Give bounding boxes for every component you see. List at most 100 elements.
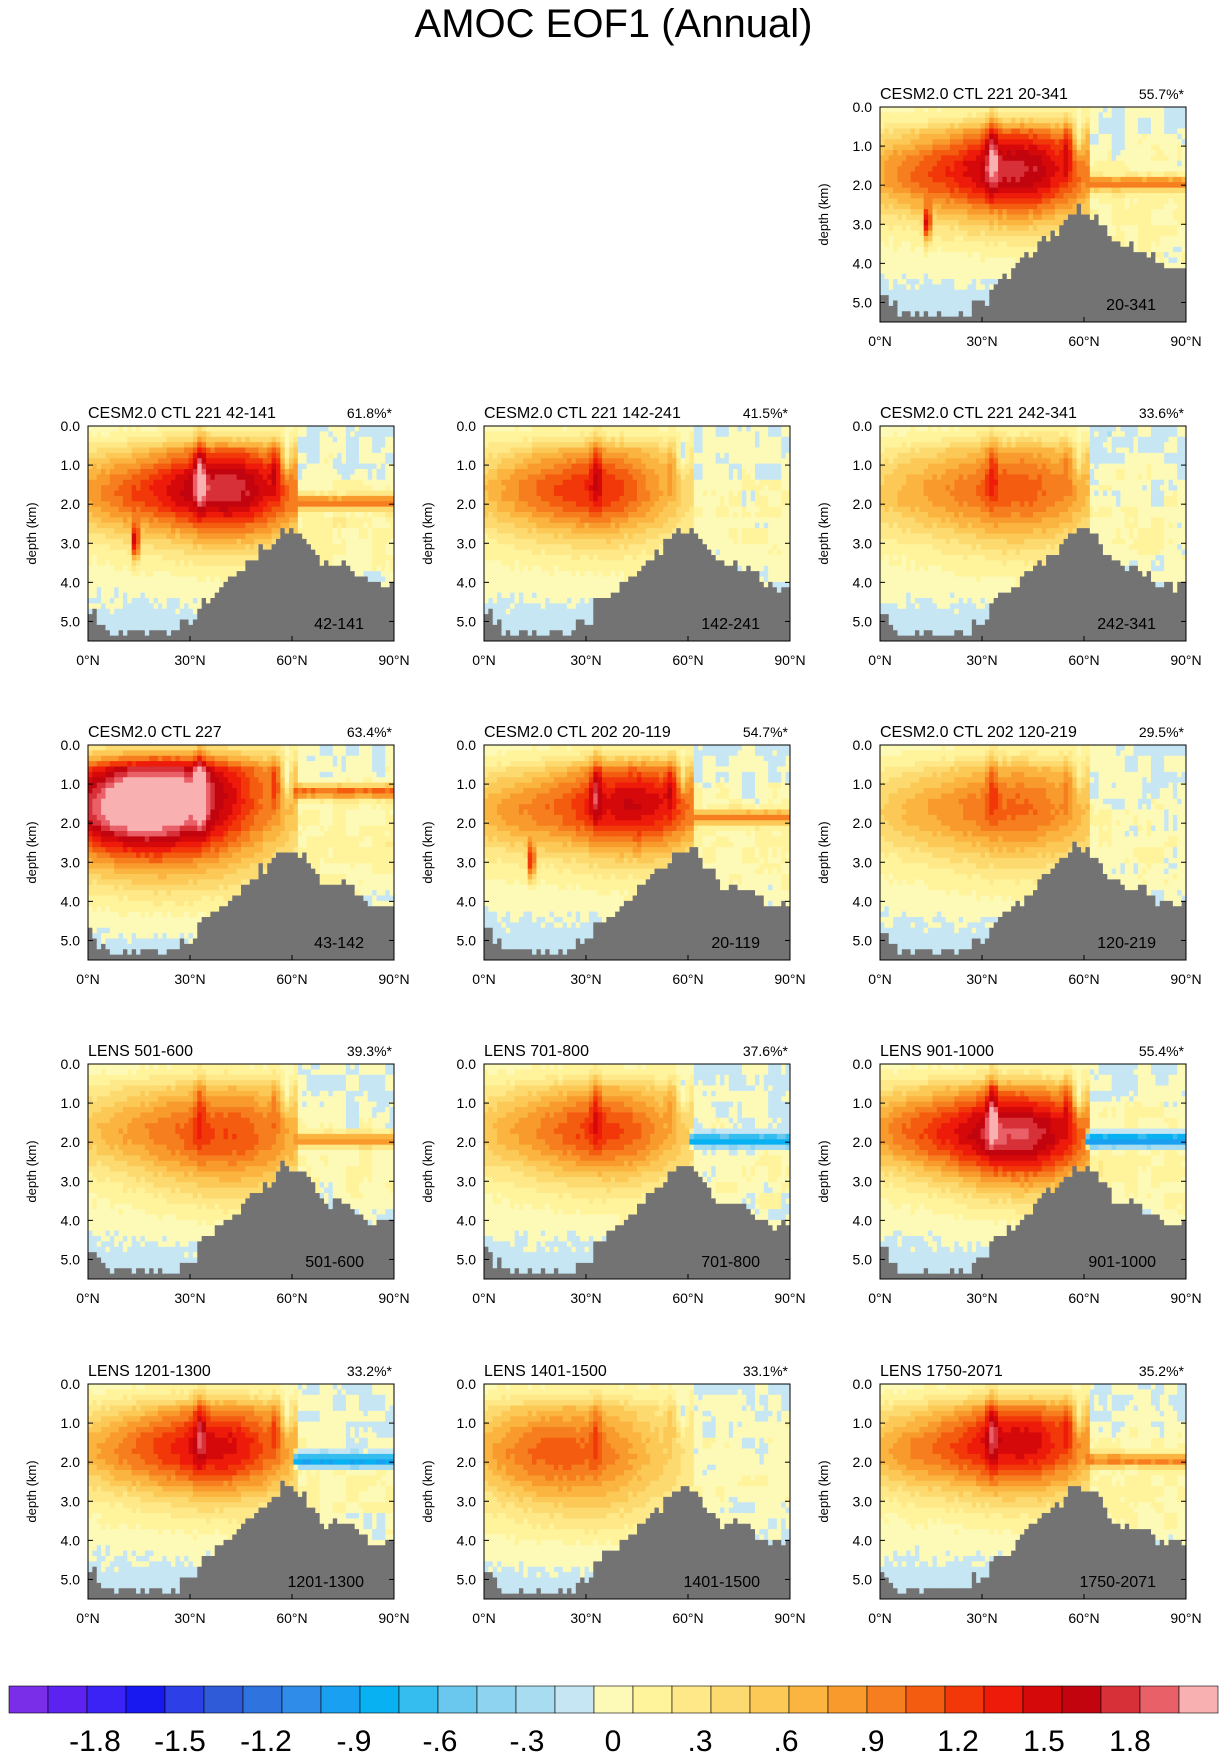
- colorbar-bin: [1139, 1685, 1180, 1714]
- variance-label: 55.4%*: [1139, 1043, 1185, 1059]
- panel-title: LENS 501-600: [88, 1043, 193, 1060]
- variance-label: 61.8%*: [347, 405, 393, 421]
- colorbar-label: -1.5: [154, 1725, 206, 1758]
- contour-field: [88, 426, 394, 641]
- variance-label: 39.3%*: [347, 1043, 393, 1059]
- colorbar-bin: [866, 1685, 907, 1714]
- x-tick-label: 0°N: [76, 1290, 100, 1306]
- y-tick-label: 4.0: [457, 893, 477, 909]
- plot-frame: [879, 744, 1187, 961]
- y-tick-label: 3.0: [61, 1173, 81, 1189]
- x-tick-label: 30°N: [570, 1290, 601, 1306]
- colorbar-bin: [203, 1685, 244, 1714]
- y-tick-label: 5.0: [853, 294, 873, 310]
- contour-field: [88, 1384, 394, 1599]
- x-tick-label: 30°N: [966, 333, 997, 349]
- x-tick-label: 60°N: [672, 1290, 703, 1306]
- y-tick-label: 0.0: [853, 737, 873, 753]
- colorbar-bin: [1100, 1685, 1141, 1714]
- y-tick-label: 4.0: [853, 893, 873, 909]
- colorbar-bin: [710, 1685, 751, 1714]
- colorbar-label: 0: [605, 1725, 622, 1758]
- figure-title: AMOC EOF1 (Annual): [0, 2, 1227, 47]
- colorbar-label: 1.5: [1023, 1725, 1065, 1758]
- x-tick-label: 90°N: [378, 652, 409, 668]
- x-tick-label: 90°N: [378, 971, 409, 987]
- y-tick-label: 5.0: [853, 1571, 873, 1587]
- colorbar-bin: [515, 1685, 556, 1714]
- y-tick-label: 1.0: [853, 1415, 873, 1431]
- y-tick-label: 5.0: [853, 932, 873, 948]
- period-label: 701-800: [701, 1254, 760, 1271]
- contour-field: [484, 426, 790, 641]
- colorbar-bin: [47, 1685, 88, 1714]
- colorbar-label: 1.2: [937, 1725, 979, 1758]
- period-label: 20-341: [1106, 297, 1156, 314]
- x-tick-label: 0°N: [76, 1610, 100, 1626]
- panel-title: CESM2.0 CTL 221 20-341: [880, 86, 1068, 103]
- colorbar-bin: [320, 1685, 361, 1714]
- x-tick-label: 90°N: [378, 1290, 409, 1306]
- y-tick-label: 4.0: [61, 1212, 81, 1228]
- period-label: 901-1000: [1088, 1254, 1156, 1271]
- panel-title: LENS 701-800: [484, 1043, 589, 1060]
- x-tick-label: 60°N: [672, 1610, 703, 1626]
- y-tick-label: 1.0: [457, 1415, 477, 1431]
- y-tick-label: 1.0: [61, 1095, 81, 1111]
- y-tick-label: 0.0: [853, 1376, 873, 1392]
- x-tick-label: 0°N: [868, 652, 892, 668]
- y-axis-label: depth (km): [816, 183, 831, 245]
- y-tick-label: 0.0: [457, 1376, 477, 1392]
- x-tick-label: 60°N: [672, 971, 703, 987]
- y-tick-label: 0.0: [853, 99, 873, 115]
- period-label: 1201-1300: [287, 1574, 364, 1591]
- y-tick-label: 3.0: [457, 1493, 477, 1509]
- y-axis-label: depth (km): [816, 502, 831, 564]
- y-tick-label: 3.0: [853, 1493, 873, 1509]
- x-tick-label: 0°N: [472, 1290, 496, 1306]
- y-axis-label: depth (km): [420, 1460, 435, 1522]
- plot-frame: [87, 744, 395, 961]
- colorbar-label: .3: [687, 1725, 712, 1758]
- y-axis-label: depth (km): [420, 502, 435, 564]
- contour-field: [880, 107, 1186, 322]
- panel-title: LENS 1401-1500: [484, 1363, 607, 1380]
- panel-6: CESM2.0 CTL 202 20-119 54.7%* 20-119 0.0 1.0…: [420, 724, 806, 987]
- panel-title: LENS 1750-2071: [880, 1363, 1003, 1380]
- panel-title: LENS 1201-1300: [88, 1363, 211, 1380]
- y-axis-label: depth (km): [24, 821, 39, 883]
- colorbar-bin: [593, 1685, 634, 1714]
- variance-label: 55.7%*: [1139, 86, 1185, 102]
- contour-field: [880, 745, 1186, 960]
- x-tick-label: 0°N: [868, 1290, 892, 1306]
- y-tick-label: 1.0: [457, 1095, 477, 1111]
- y-tick-label: 1.0: [61, 457, 81, 473]
- y-tick-label: 2.0: [61, 496, 81, 512]
- contour-field: [880, 1064, 1186, 1279]
- period-label: 142-241: [701, 616, 760, 633]
- variance-label: 35.2%*: [1139, 1363, 1185, 1379]
- y-tick-label: 5.0: [457, 613, 477, 629]
- colorbar-bin: [242, 1685, 283, 1714]
- x-tick-label: 30°N: [570, 1610, 601, 1626]
- y-tick-label: 4.0: [853, 1532, 873, 1548]
- variance-label: 54.7%*: [743, 724, 789, 740]
- contour-field: [484, 1064, 790, 1279]
- y-tick-label: 0.0: [457, 737, 477, 753]
- panel-9: LENS 701-800 37.6%* 701-800 0.0 1.0 2.0 3.0 4.0…: [420, 1043, 806, 1306]
- y-tick-label: 2.0: [853, 1134, 873, 1150]
- x-tick-label: 30°N: [966, 1290, 997, 1306]
- x-tick-label: 60°N: [276, 652, 307, 668]
- y-tick-label: 3.0: [853, 216, 873, 232]
- colorbar-bin: [1061, 1685, 1102, 1714]
- x-tick-label: 0°N: [868, 333, 892, 349]
- plot-frame: [87, 1383, 395, 1600]
- contour-field: [880, 426, 1186, 641]
- y-tick-label: 5.0: [457, 932, 477, 948]
- variance-label: 33.1%*: [743, 1363, 789, 1379]
- y-tick-label: 2.0: [457, 815, 477, 831]
- x-tick-label: 30°N: [174, 1610, 205, 1626]
- y-tick-label: 4.0: [853, 1212, 873, 1228]
- x-tick-label: 90°N: [1170, 1290, 1201, 1306]
- y-tick-label: 3.0: [853, 535, 873, 551]
